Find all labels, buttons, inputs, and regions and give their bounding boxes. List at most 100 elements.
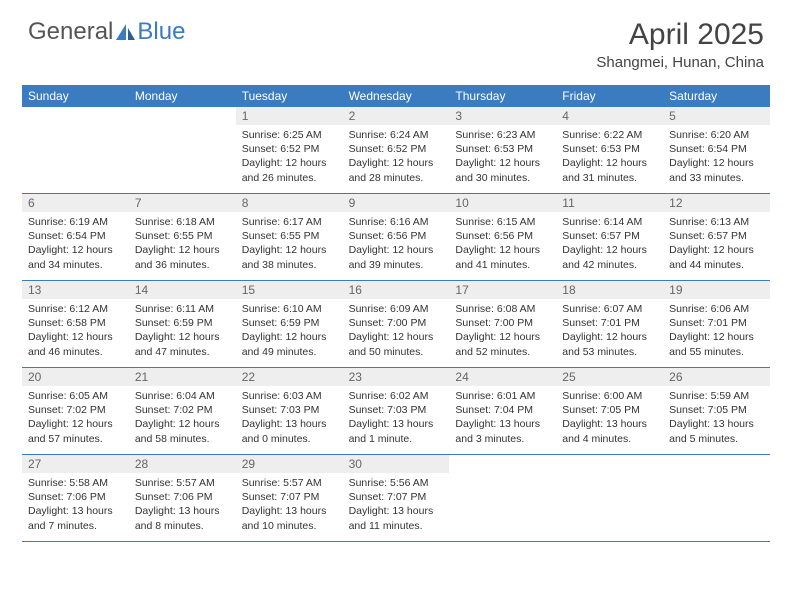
day-number: 20 — [22, 368, 129, 386]
day-cell: 4Sunrise: 6:22 AMSunset: 6:53 PMDaylight… — [556, 107, 663, 193]
day-details: Sunrise: 6:02 AMSunset: 7:03 PMDaylight:… — [343, 386, 450, 450]
day-number: 26 — [663, 368, 770, 386]
day-details: Sunrise: 6:19 AMSunset: 6:54 PMDaylight:… — [22, 212, 129, 276]
day-details: Sunrise: 6:25 AMSunset: 6:52 PMDaylight:… — [236, 125, 343, 189]
title-block: April 2025 Shangmei, Hunan, China — [596, 18, 764, 71]
weekday-label: Tuesday — [236, 85, 343, 107]
weekday-label: Monday — [129, 85, 236, 107]
day-number: 4 — [556, 107, 663, 125]
weeks-container: 1Sunrise: 6:25 AMSunset: 6:52 PMDaylight… — [22, 107, 770, 542]
day-number: 16 — [343, 281, 450, 299]
day-cell: 30Sunrise: 5:56 AMSunset: 7:07 PMDayligh… — [343, 455, 450, 541]
weekday-header: SundayMondayTuesdayWednesdayThursdayFrid… — [22, 85, 770, 107]
day-number: 28 — [129, 455, 236, 473]
day-number: 6 — [22, 194, 129, 212]
day-cell: 27Sunrise: 5:58 AMSunset: 7:06 PMDayligh… — [22, 455, 129, 541]
page-header: General Blue April 2025 Shangmei, Hunan,… — [0, 0, 792, 79]
day-number: 21 — [129, 368, 236, 386]
week-row: 1Sunrise: 6:25 AMSunset: 6:52 PMDaylight… — [22, 107, 770, 194]
day-details: Sunrise: 5:56 AMSunset: 7:07 PMDaylight:… — [343, 473, 450, 537]
weekday-label: Thursday — [449, 85, 556, 107]
day-cell: 17Sunrise: 6:08 AMSunset: 7:00 PMDayligh… — [449, 281, 556, 367]
weekday-label: Sunday — [22, 85, 129, 107]
day-details: Sunrise: 5:59 AMSunset: 7:05 PMDaylight:… — [663, 386, 770, 450]
day-details: Sunrise: 6:22 AMSunset: 6:53 PMDaylight:… — [556, 125, 663, 189]
week-row: 20Sunrise: 6:05 AMSunset: 7:02 PMDayligh… — [22, 368, 770, 455]
day-number: 25 — [556, 368, 663, 386]
day-details: Sunrise: 5:58 AMSunset: 7:06 PMDaylight:… — [22, 473, 129, 537]
day-number: 9 — [343, 194, 450, 212]
day-number: 13 — [22, 281, 129, 299]
day-cell: 5Sunrise: 6:20 AMSunset: 6:54 PMDaylight… — [663, 107, 770, 193]
day-number: 30 — [343, 455, 450, 473]
day-cell: 21Sunrise: 6:04 AMSunset: 7:02 PMDayligh… — [129, 368, 236, 454]
day-cell: 11Sunrise: 6:14 AMSunset: 6:57 PMDayligh… — [556, 194, 663, 280]
day-number: 29 — [236, 455, 343, 473]
day-cell: 19Sunrise: 6:06 AMSunset: 7:01 PMDayligh… — [663, 281, 770, 367]
day-cell: 24Sunrise: 6:01 AMSunset: 7:04 PMDayligh… — [449, 368, 556, 454]
day-number: 14 — [129, 281, 236, 299]
day-details: Sunrise: 5:57 AMSunset: 7:07 PMDaylight:… — [236, 473, 343, 537]
day-number: 5 — [663, 107, 770, 125]
day-details: Sunrise: 6:13 AMSunset: 6:57 PMDaylight:… — [663, 212, 770, 276]
day-number: 1 — [236, 107, 343, 125]
day-cell: 28Sunrise: 5:57 AMSunset: 7:06 PMDayligh… — [129, 455, 236, 541]
day-number: 24 — [449, 368, 556, 386]
day-cell: 1Sunrise: 6:25 AMSunset: 6:52 PMDaylight… — [236, 107, 343, 193]
day-number: 15 — [236, 281, 343, 299]
location: Shangmei, Hunan, China — [596, 54, 764, 71]
weekday-label: Friday — [556, 85, 663, 107]
day-cell: 25Sunrise: 6:00 AMSunset: 7:05 PMDayligh… — [556, 368, 663, 454]
day-number: 8 — [236, 194, 343, 212]
day-cell: 10Sunrise: 6:15 AMSunset: 6:56 PMDayligh… — [449, 194, 556, 280]
calendar: SundayMondayTuesdayWednesdayThursdayFrid… — [22, 85, 770, 542]
day-cell: 22Sunrise: 6:03 AMSunset: 7:03 PMDayligh… — [236, 368, 343, 454]
logo-sail-icon — [115, 22, 137, 42]
page-title: April 2025 — [596, 18, 764, 52]
day-details: Sunrise: 6:18 AMSunset: 6:55 PMDaylight:… — [129, 212, 236, 276]
day-cell — [663, 455, 770, 541]
day-number: 19 — [663, 281, 770, 299]
day-cell: 2Sunrise: 6:24 AMSunset: 6:52 PMDaylight… — [343, 107, 450, 193]
day-cell: 16Sunrise: 6:09 AMSunset: 7:00 PMDayligh… — [343, 281, 450, 367]
day-number: 17 — [449, 281, 556, 299]
day-details: Sunrise: 6:20 AMSunset: 6:54 PMDaylight:… — [663, 125, 770, 189]
day-cell: 23Sunrise: 6:02 AMSunset: 7:03 PMDayligh… — [343, 368, 450, 454]
day-cell: 7Sunrise: 6:18 AMSunset: 6:55 PMDaylight… — [129, 194, 236, 280]
week-row: 13Sunrise: 6:12 AMSunset: 6:58 PMDayligh… — [22, 281, 770, 368]
day-details: Sunrise: 6:06 AMSunset: 7:01 PMDaylight:… — [663, 299, 770, 363]
day-details: Sunrise: 6:17 AMSunset: 6:55 PMDaylight:… — [236, 212, 343, 276]
day-cell: 3Sunrise: 6:23 AMSunset: 6:53 PMDaylight… — [449, 107, 556, 193]
day-cell: 14Sunrise: 6:11 AMSunset: 6:59 PMDayligh… — [129, 281, 236, 367]
day-cell — [129, 107, 236, 193]
week-row: 27Sunrise: 5:58 AMSunset: 7:06 PMDayligh… — [22, 455, 770, 542]
day-number: 23 — [343, 368, 450, 386]
day-details: Sunrise: 6:08 AMSunset: 7:00 PMDaylight:… — [449, 299, 556, 363]
day-details: Sunrise: 6:12 AMSunset: 6:58 PMDaylight:… — [22, 299, 129, 363]
day-cell: 8Sunrise: 6:17 AMSunset: 6:55 PMDaylight… — [236, 194, 343, 280]
day-details: Sunrise: 6:00 AMSunset: 7:05 PMDaylight:… — [556, 386, 663, 450]
day-cell: 20Sunrise: 6:05 AMSunset: 7:02 PMDayligh… — [22, 368, 129, 454]
logo-text-2: Blue — [137, 18, 185, 46]
day-details: Sunrise: 6:24 AMSunset: 6:52 PMDaylight:… — [343, 125, 450, 189]
day-details: Sunrise: 6:11 AMSunset: 6:59 PMDaylight:… — [129, 299, 236, 363]
day-number: 27 — [22, 455, 129, 473]
day-cell: 29Sunrise: 5:57 AMSunset: 7:07 PMDayligh… — [236, 455, 343, 541]
day-details: Sunrise: 6:15 AMSunset: 6:56 PMDaylight:… — [449, 212, 556, 276]
day-details: Sunrise: 6:10 AMSunset: 6:59 PMDaylight:… — [236, 299, 343, 363]
day-number: 12 — [663, 194, 770, 212]
logo-text-1: General — [28, 18, 113, 46]
day-details: Sunrise: 6:23 AMSunset: 6:53 PMDaylight:… — [449, 125, 556, 189]
day-cell — [22, 107, 129, 193]
day-details: Sunrise: 6:04 AMSunset: 7:02 PMDaylight:… — [129, 386, 236, 450]
day-number: 3 — [449, 107, 556, 125]
weekday-label: Wednesday — [343, 85, 450, 107]
day-details: Sunrise: 6:05 AMSunset: 7:02 PMDaylight:… — [22, 386, 129, 450]
day-details: Sunrise: 6:14 AMSunset: 6:57 PMDaylight:… — [556, 212, 663, 276]
week-row: 6Sunrise: 6:19 AMSunset: 6:54 PMDaylight… — [22, 194, 770, 281]
day-details: Sunrise: 6:01 AMSunset: 7:04 PMDaylight:… — [449, 386, 556, 450]
day-number: 7 — [129, 194, 236, 212]
day-details: Sunrise: 6:16 AMSunset: 6:56 PMDaylight:… — [343, 212, 450, 276]
logo: General Blue — [28, 18, 185, 46]
day-cell: 13Sunrise: 6:12 AMSunset: 6:58 PMDayligh… — [22, 281, 129, 367]
